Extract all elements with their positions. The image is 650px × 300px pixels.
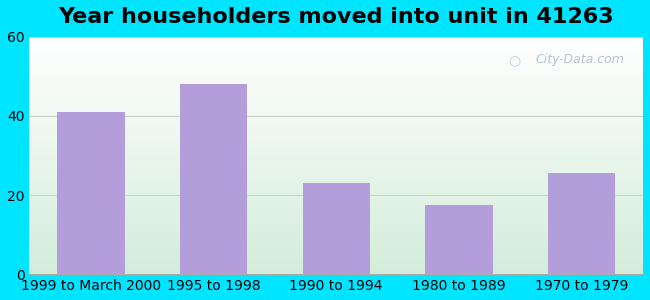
Bar	[425, 205, 493, 274]
Bar	[180, 84, 248, 274]
Bar	[302, 183, 370, 274]
Text: City-Data.com: City-Data.com	[536, 53, 625, 66]
Text: ○: ○	[508, 53, 520, 68]
Title: Year householders moved into unit in 41263: Year householders moved into unit in 412…	[58, 7, 614, 27]
Bar	[548, 173, 615, 274]
Bar	[57, 112, 125, 274]
